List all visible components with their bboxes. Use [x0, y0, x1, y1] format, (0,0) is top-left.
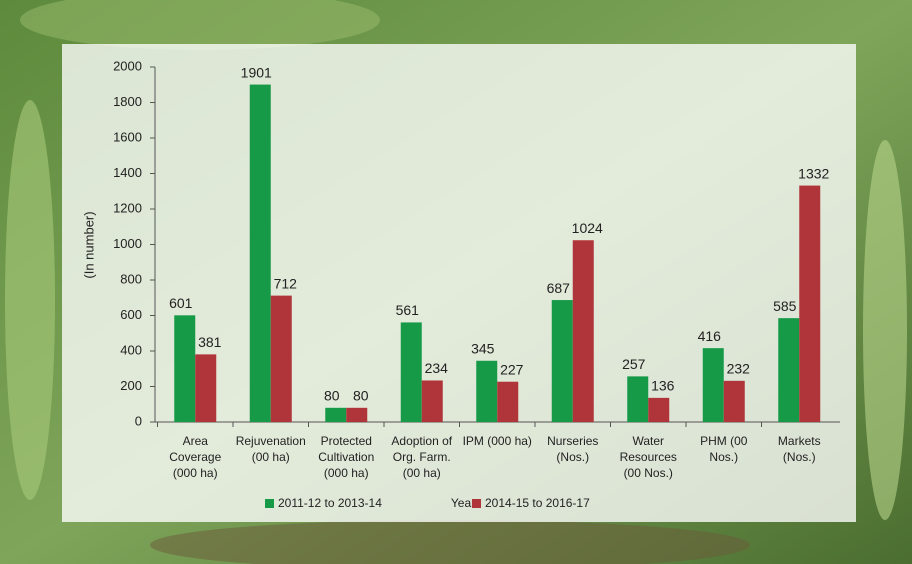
y-tick-label: 1400 — [113, 165, 142, 180]
y-tick-label: 1000 — [113, 236, 142, 251]
value-label: 1024 — [572, 220, 603, 236]
bar — [195, 354, 217, 422]
value-label: 1901 — [241, 64, 272, 80]
value-label: 381 — [198, 334, 222, 350]
y-tick-label: 0 — [135, 413, 142, 428]
value-label: 232 — [727, 361, 751, 377]
bar — [572, 240, 594, 422]
panel — [62, 44, 856, 522]
y-tick-label: 1800 — [113, 94, 142, 109]
x-tick-label: IPM (000 ha) — [463, 434, 532, 448]
leaf — [5, 100, 55, 500]
y-tick-label: 600 — [120, 307, 142, 322]
y-tick-label: 200 — [120, 378, 142, 393]
x-tick-label: Rejuvenation (00 ha) — [236, 434, 306, 464]
value-label: 585 — [773, 298, 797, 314]
bar — [249, 84, 271, 422]
bar — [702, 348, 724, 422]
bar — [400, 322, 422, 422]
bar — [270, 295, 292, 422]
bar — [497, 381, 519, 422]
bar — [421, 380, 443, 422]
value-label: 345 — [471, 340, 495, 356]
leaf — [20, 0, 380, 50]
value-label: 601 — [169, 295, 193, 311]
value-label: 561 — [396, 302, 420, 318]
bar — [551, 300, 573, 422]
value-label: 136 — [651, 378, 675, 394]
bar — [346, 407, 368, 422]
legend-label: 2014-15 to 2016-17 — [485, 496, 590, 510]
x-tick-label: Protected Cultivation (000 ha) — [318, 434, 374, 480]
value-label: 687 — [547, 280, 571, 296]
legend-swatch — [265, 499, 274, 508]
legend-swatch — [472, 499, 481, 508]
x-tick-label: Area Coverage (000 ha) — [169, 434, 221, 480]
y-axis-label: (In number) — [81, 211, 96, 278]
bar — [723, 380, 745, 422]
x-tick-label: Nurseries (Nos.) — [547, 434, 598, 464]
bar — [627, 376, 649, 422]
value-label: 234 — [425, 360, 449, 376]
value-label: 80 — [353, 388, 369, 404]
bar — [325, 407, 347, 422]
soil — [150, 520, 750, 564]
y-tick-label: 800 — [120, 271, 142, 286]
value-label: 712 — [274, 275, 298, 291]
bar — [778, 318, 800, 422]
x-tick-label: PHM (00 Nos.) — [700, 434, 748, 464]
x-axis-label: Year — [451, 496, 475, 510]
value-label: 227 — [500, 361, 524, 377]
y-tick-label: 1200 — [113, 200, 142, 215]
leaf — [863, 140, 907, 520]
x-tick-label: Water Resources (00 Nos.) — [620, 434, 677, 480]
y-tick-label: 2000 — [113, 58, 142, 73]
value-label: 1332 — [798, 165, 829, 181]
value-label: 257 — [622, 356, 646, 372]
bar — [476, 360, 498, 422]
bar — [648, 397, 670, 422]
y-tick-label: 1600 — [113, 129, 142, 144]
value-label: 416 — [698, 328, 722, 344]
y-tick-label: 400 — [120, 342, 142, 357]
x-tick-label: Markets (Nos.) — [778, 434, 821, 464]
legend-label: 2011-12 to 2013-14 — [278, 496, 382, 510]
value-label: 80 — [324, 388, 340, 404]
bar — [799, 185, 821, 422]
bar — [174, 315, 196, 422]
x-tick-label: Adoption of Org. Farm. (00 ha) — [391, 434, 452, 480]
